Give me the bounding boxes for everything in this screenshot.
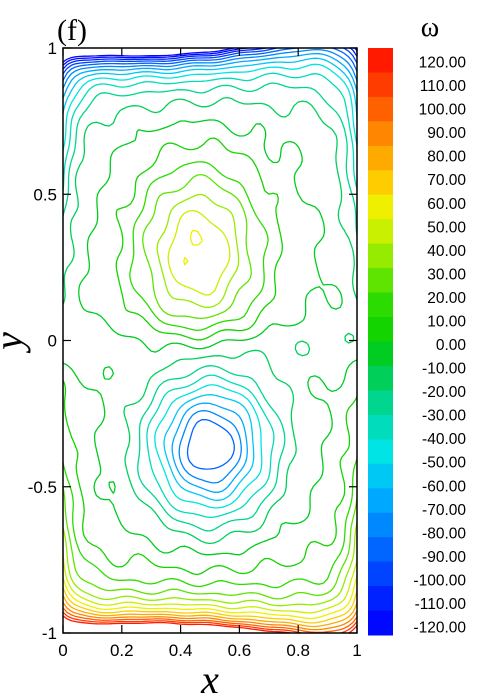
colorbar-label: 100.00 xyxy=(419,102,467,119)
colorbar-swatch xyxy=(368,512,393,538)
colorbar-label: 90.00 xyxy=(427,125,466,142)
colorbar-swatch xyxy=(368,390,393,416)
colorbar-swatch xyxy=(368,317,393,342)
colorbar-label: -10.00 xyxy=(422,361,466,378)
contour-line xyxy=(63,48,357,470)
colorbar-label: 40.00 xyxy=(427,243,466,260)
x-axis-label: x xyxy=(200,657,219,698)
y-axis: 1 0.5 0 -0.5 -1 xyxy=(28,39,357,643)
colorbar-swatch xyxy=(368,243,393,269)
x-tick-label: 0.6 xyxy=(228,641,252,660)
x-tick-label: 0 xyxy=(58,641,67,660)
contour-line xyxy=(63,173,357,600)
colorbar-swatches xyxy=(368,48,393,636)
colorbar-label: -50.00 xyxy=(422,455,466,472)
colorbar-swatch xyxy=(368,219,393,245)
colorbar-swatch xyxy=(368,194,393,220)
y-tick-label: 0.5 xyxy=(33,185,57,204)
y-tick-label: -0.5 xyxy=(28,478,57,497)
y-tick-label: 1 xyxy=(48,39,57,58)
contour-line xyxy=(63,615,357,633)
y-tick-label: 0 xyxy=(48,332,57,351)
contour-line xyxy=(63,193,357,607)
colorbar-label: 120.00 xyxy=(419,55,467,72)
colorbar-label: 50.00 xyxy=(427,219,466,236)
colorbar-swatch xyxy=(368,341,393,367)
colorbar-label: 30.00 xyxy=(427,266,466,283)
colorbar: ω 120.00 110.00 100.00 90.00 80.00 70.00 60.00… xyxy=(368,12,466,637)
colorbar-label: 70.00 xyxy=(427,172,466,189)
colorbar-title: ω xyxy=(421,12,439,43)
contour-line xyxy=(63,52,357,493)
colorbar-swatch xyxy=(368,610,393,636)
contour-line xyxy=(63,607,357,633)
contour-line xyxy=(63,611,357,633)
plot-area xyxy=(62,47,358,634)
x-axis: 0 0.2 0.4 0.6 0.8 1 xyxy=(58,48,362,660)
colorbar-label: -110.00 xyxy=(415,596,467,613)
contour-line xyxy=(63,48,235,63)
plot-background xyxy=(63,48,357,633)
colorbar-swatch xyxy=(368,170,393,196)
colorbar-swatch xyxy=(368,488,393,514)
colorbar-label: -40.00 xyxy=(422,431,466,448)
x-tick-label: 0.2 xyxy=(110,641,134,660)
colorbar-labels: 120.00 110.00 100.00 90.00 80.00 70.00 60.00 50… xyxy=(413,55,466,637)
colorbar-label: -20.00 xyxy=(422,384,466,401)
colorbar-label: -120.00 xyxy=(413,620,466,637)
x-tick-label: 1 xyxy=(352,641,361,660)
colorbar-swatch xyxy=(368,586,393,612)
colorbar-swatch xyxy=(368,561,393,587)
colorbar-label: 0.00 xyxy=(436,337,467,354)
contour-line xyxy=(63,96,357,545)
contour-line xyxy=(63,49,357,484)
colorbar-label: -100.00 xyxy=(413,572,466,589)
colorbar-label: 10.00 xyxy=(427,313,466,330)
colorbar-label: 20.00 xyxy=(427,290,466,307)
colorbar-swatch xyxy=(368,145,393,171)
colorbar-swatch xyxy=(368,365,393,391)
contour-line xyxy=(63,161,357,589)
y-tick-label: -1 xyxy=(42,624,57,643)
colorbar-label: 110.00 xyxy=(420,78,467,95)
colorbar-label: 60.00 xyxy=(427,196,466,213)
contour-line xyxy=(63,72,357,519)
contour-line xyxy=(63,229,357,620)
y-axis-label: y xyxy=(0,332,31,354)
panel-label: (f) xyxy=(57,14,87,47)
contour-line xyxy=(63,137,357,576)
colorbar-swatch xyxy=(368,439,393,465)
colorbar-label: -60.00 xyxy=(422,478,466,495)
contour-line xyxy=(63,209,357,614)
x-tick-label: 0.8 xyxy=(286,641,310,660)
contour-line xyxy=(63,119,357,556)
contour-line xyxy=(63,594,357,628)
colorbar-label: -90.00 xyxy=(422,549,466,566)
contour-line xyxy=(63,586,357,624)
colorbar-label: -80.00 xyxy=(422,525,466,542)
colorbar-swatch xyxy=(368,414,393,440)
x-tick-label: 0.4 xyxy=(169,641,193,660)
colorbar-label: 80.00 xyxy=(427,149,466,166)
colorbar-label: -70.00 xyxy=(422,502,466,519)
colorbar-swatch xyxy=(368,72,393,98)
colorbar-swatch xyxy=(368,292,393,318)
contour-lines xyxy=(63,48,357,633)
contour-line xyxy=(63,63,357,509)
colorbar-swatch xyxy=(368,463,393,489)
colorbar-swatch xyxy=(368,48,393,73)
colorbar-label: -30.00 xyxy=(422,408,466,425)
contour-line xyxy=(63,82,357,532)
colorbar-swatch xyxy=(368,121,393,147)
colorbar-swatch xyxy=(368,537,393,563)
colorbar-swatch xyxy=(368,268,393,294)
contour-line xyxy=(63,57,357,501)
colorbar-swatch xyxy=(368,96,393,122)
contour-line xyxy=(63,601,357,631)
